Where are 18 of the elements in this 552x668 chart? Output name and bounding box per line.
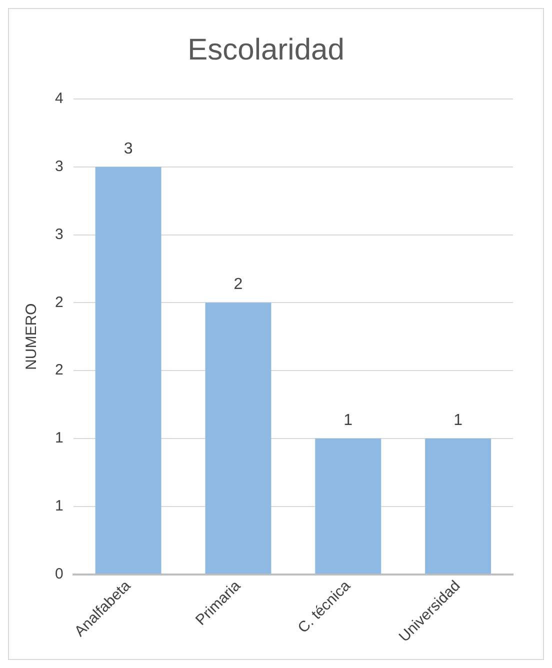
bar (205, 302, 272, 574)
y-tick-label: 0 (55, 565, 64, 582)
data-label: 3 (124, 140, 133, 158)
bar (315, 438, 382, 574)
y-tick-label: 4 (55, 90, 64, 108)
bar (425, 438, 492, 574)
y-tick-label: 1 (55, 430, 64, 447)
y-tick-label: 3 (55, 158, 64, 176)
y-tick-label: 2 (55, 294, 64, 311)
y-axis-title: NUMERO (23, 303, 40, 370)
y-tick-label: 3 (55, 226, 64, 243)
bar (95, 166, 162, 574)
y-tick-label: 1 (55, 498, 64, 515)
chart-title: Escolaridad (188, 33, 344, 66)
y-tick-label: 2 (55, 362, 64, 379)
data-label: 1 (454, 412, 463, 429)
data-label: 2 (234, 276, 243, 294)
data-label: 1 (344, 412, 353, 429)
